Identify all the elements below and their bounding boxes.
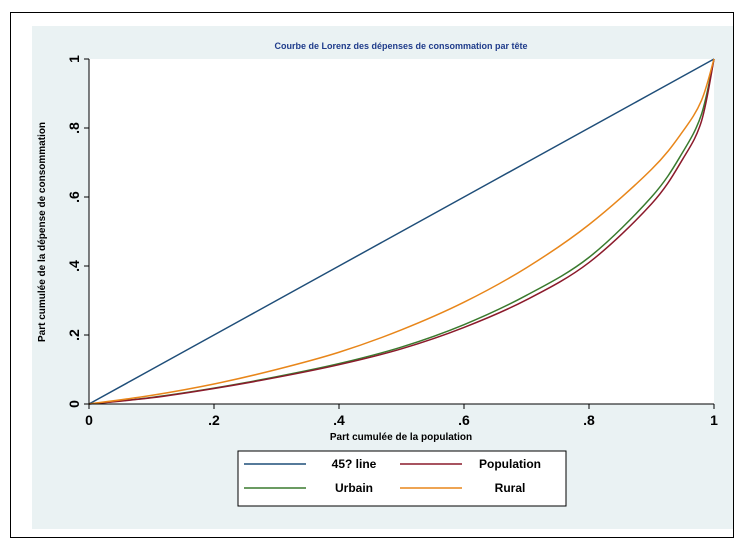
x-axis-label: Part cumulée de la population xyxy=(330,432,472,443)
series-line-population xyxy=(88,58,715,405)
legend-label: Rural xyxy=(495,481,526,495)
chart-title: Courbe de Lorenz des dépenses de consomm… xyxy=(274,41,527,51)
legend-label: 45? line xyxy=(332,457,377,471)
x-tick-label: 0 xyxy=(85,412,93,428)
x-tick-label: .2 xyxy=(208,412,220,428)
legend-label: Population xyxy=(479,457,541,471)
legend: 45? line Population Urbain Rural xyxy=(244,457,541,495)
y-axis-label: Part cumulée de la dépense de consommati… xyxy=(37,122,48,342)
x-tick-label: 1 xyxy=(710,412,718,428)
x-tick-label: .4 xyxy=(333,412,345,428)
y-tick-label: 0 xyxy=(66,400,82,408)
y-tick-label: .4 xyxy=(66,260,82,272)
x-tick-label: .6 xyxy=(458,412,470,428)
y-tick-label: 1 xyxy=(66,55,82,63)
x-tick-label: .8 xyxy=(583,412,595,428)
legend-label: Urbain xyxy=(335,481,373,495)
y-axis-ticks: 0 .2 .4 .6 .8 1 xyxy=(66,55,89,408)
legend-box xyxy=(237,450,567,507)
series-line-45-line xyxy=(88,58,715,405)
series-line-rural xyxy=(88,58,715,405)
x-axis-ticks: 0 .2 .4 .6 .8 1 xyxy=(85,404,718,428)
series-layer xyxy=(88,58,715,405)
y-tick-label: .6 xyxy=(66,191,82,203)
y-tick-label: .8 xyxy=(66,122,82,134)
y-tick-label: .2 xyxy=(66,329,82,341)
